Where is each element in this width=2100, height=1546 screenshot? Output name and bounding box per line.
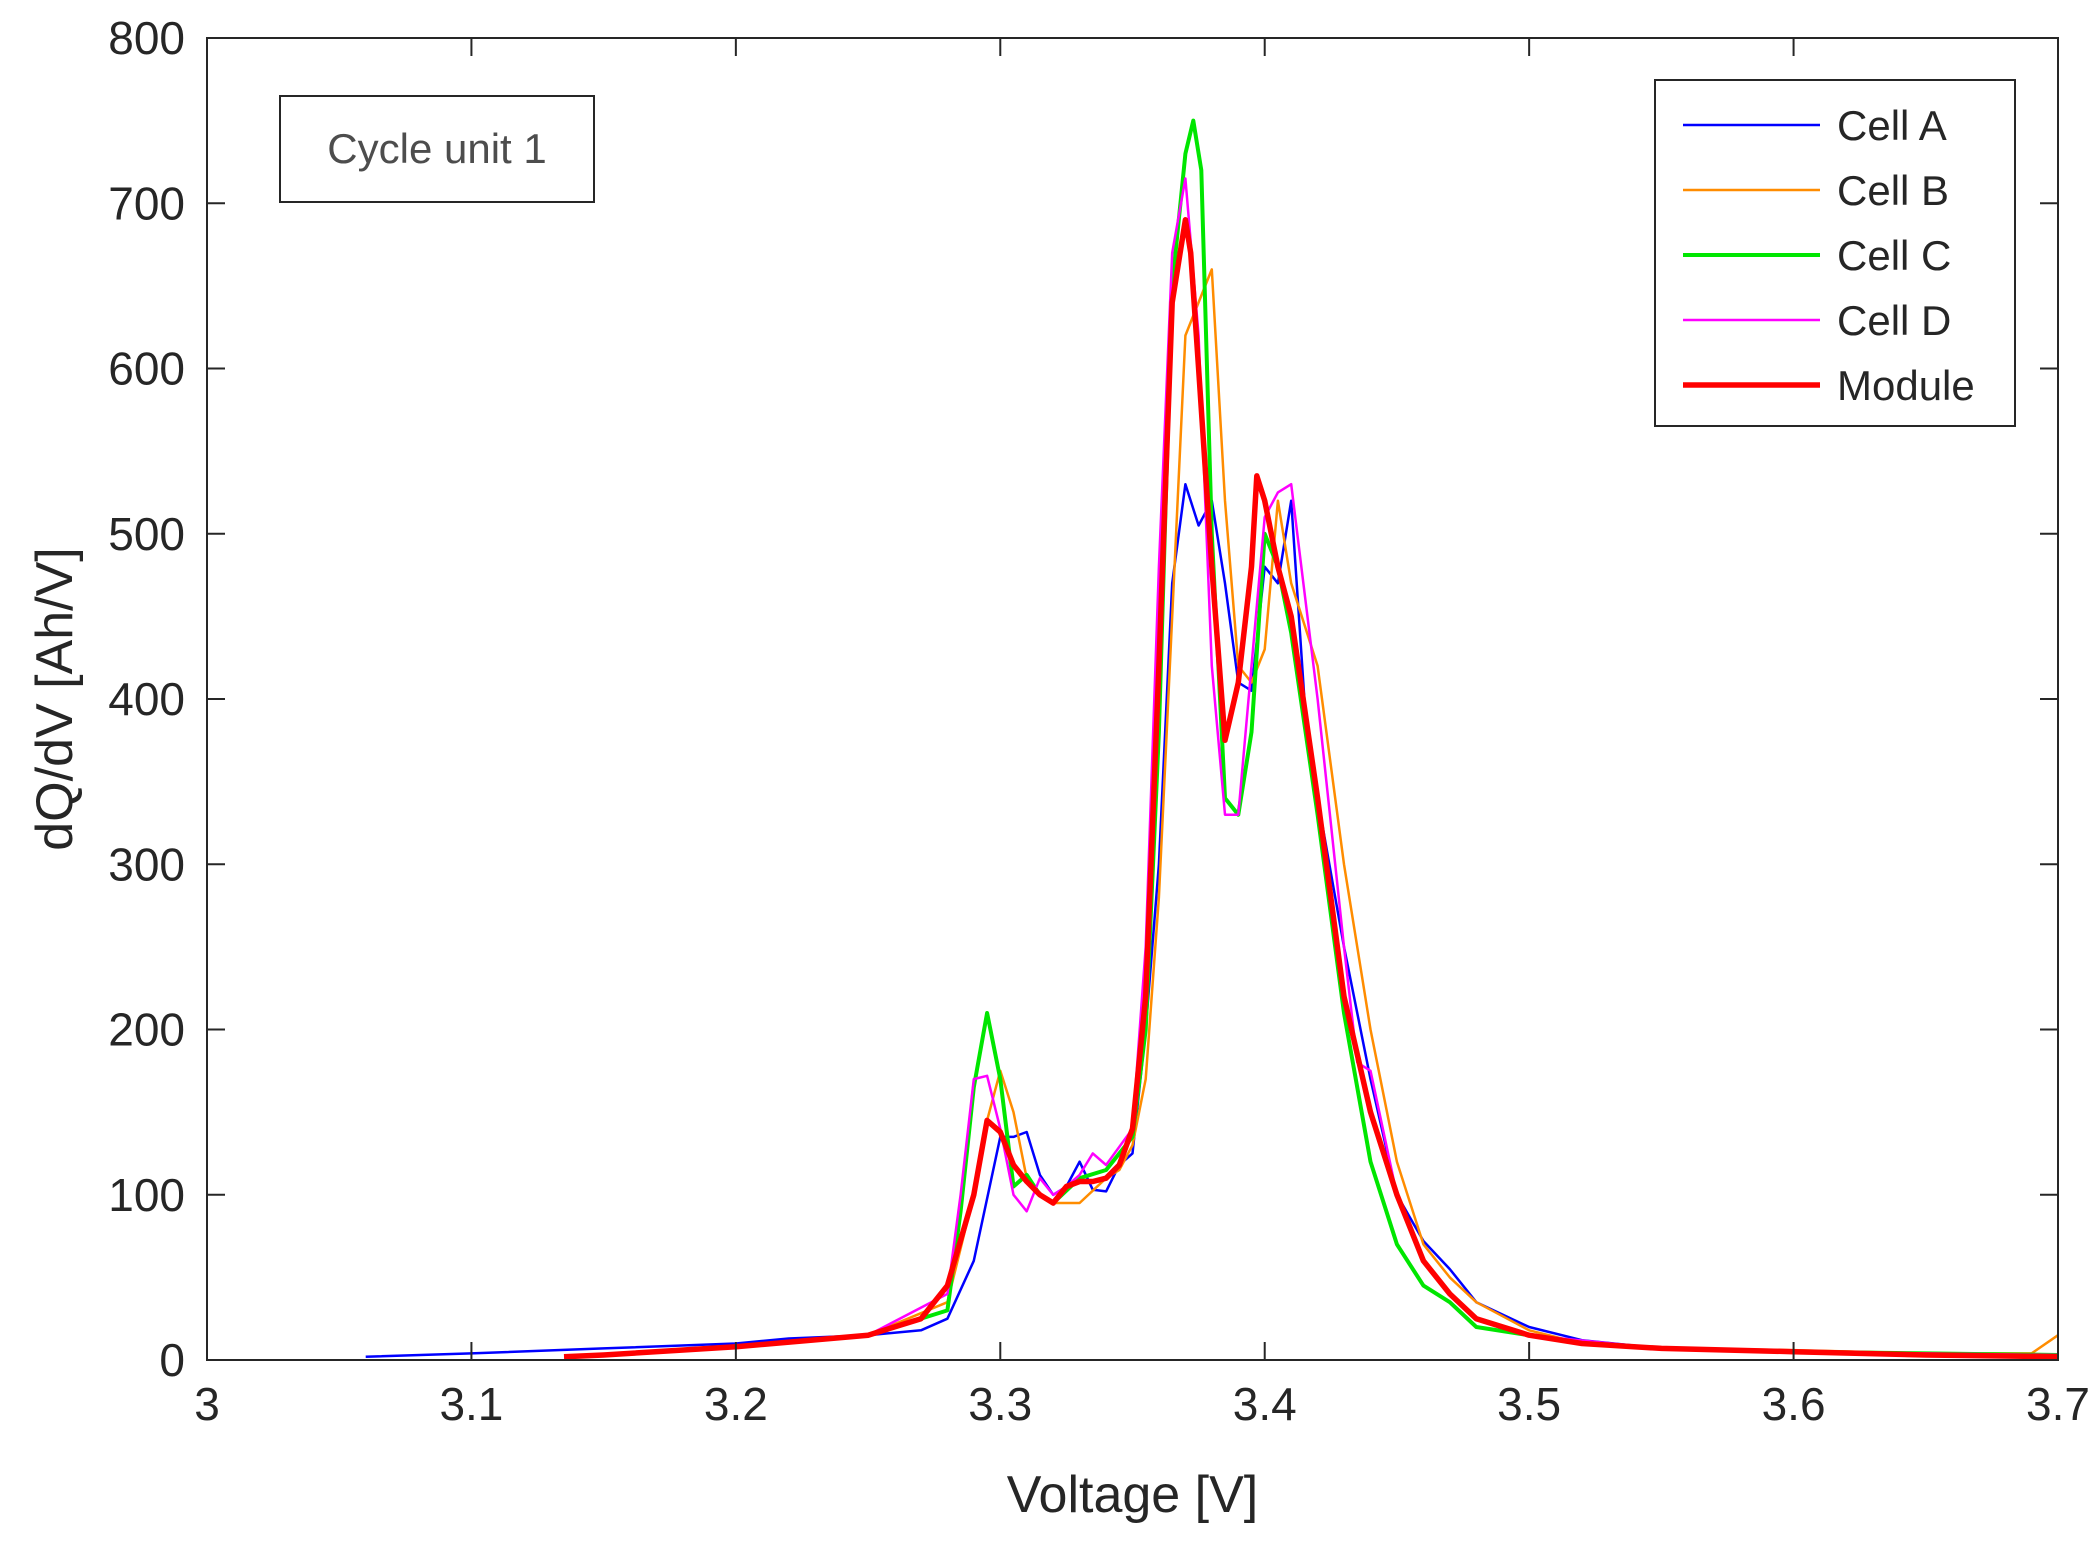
legend-label-cell-b: Cell B: [1837, 167, 1949, 214]
x-tick-label: 3.4: [1233, 1378, 1297, 1430]
legend: Cell A Cell B Cell C Cell D Module: [1654, 79, 2016, 427]
annotation-box: Cycle unit 1: [279, 95, 595, 203]
series-line-cell-a: [365, 482, 2058, 1358]
legend-label-cell-c: Cell C: [1837, 232, 1951, 279]
series-line-module: [563, 217, 2058, 1360]
y-axis-label: dQ/dV [Ah/V]: [26, 547, 84, 851]
x-tick-label: 3.6: [1762, 1378, 1826, 1430]
series-line-cell-b: [603, 268, 2058, 1357]
y-tick-label: 400: [108, 673, 185, 725]
y-tick-label: 500: [108, 508, 185, 560]
x-tick-label: 3.3: [968, 1378, 1032, 1430]
x-tick-label: 3.7: [2026, 1378, 2090, 1430]
ticks: 3 3.1 3.2 3.3 3.4 3.5 3.6 3.7 0 100 200 300 400 500 60…: [108, 12, 2090, 1430]
x-tick-label: 3.2: [704, 1378, 768, 1430]
y-tick-label: 100: [108, 1169, 185, 1221]
annotation-text: Cycle unit 1: [327, 125, 546, 172]
legend-label-cell-d: Cell D: [1837, 297, 1951, 344]
y-tick-label: 800: [108, 12, 185, 64]
y-tick-label: 600: [108, 343, 185, 395]
series-line-cell-c: [603, 118, 2058, 1357]
legend-label-cell-a: Cell A: [1837, 102, 1947, 149]
x-axis-label: Voltage [V]: [1007, 1466, 1259, 1524]
plot-lines: [365, 118, 2058, 1360]
legend-label-module: Module: [1837, 362, 1975, 409]
x-tick-label: 3: [194, 1378, 220, 1430]
x-tick-label: 3.5: [1497, 1378, 1561, 1430]
y-tick-label: 700: [108, 177, 185, 229]
y-tick-label: 200: [108, 1004, 185, 1056]
x-tick-label: 3.1: [439, 1378, 503, 1430]
y-tick-label: 0: [159, 1334, 185, 1386]
annotation-frame: [279, 95, 595, 203]
y-tick-label: 300: [108, 838, 185, 890]
